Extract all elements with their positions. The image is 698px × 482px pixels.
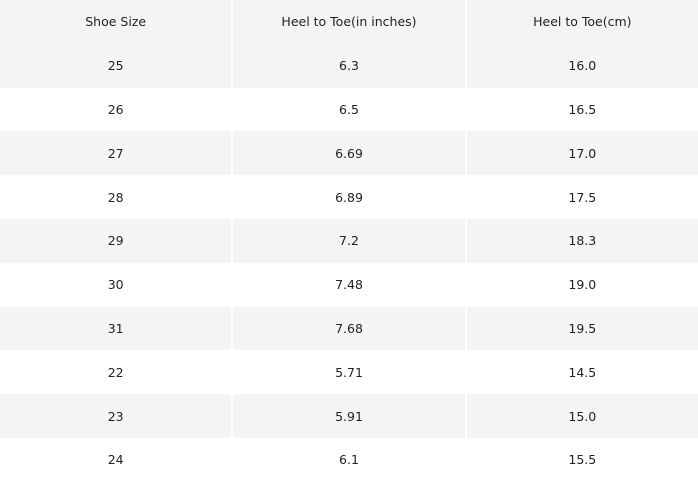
table-row: 25 6.3 16.0 (0, 43, 698, 88)
table-row: 27 6.69 17.0 (0, 131, 698, 176)
shoe-size-cell: 30 (0, 262, 232, 307)
shoe-size-cell: 22 (0, 350, 232, 395)
shoe-size-cell: 23 (0, 394, 232, 438)
shoe-size-cell: 26 (0, 87, 232, 132)
inches-cell: 5.71 (233, 350, 465, 395)
cm-cell: 17.0 (466, 131, 698, 176)
inches-cell: 6.1 (233, 437, 465, 482)
table-row: 31 7.68 19.5 (0, 306, 698, 351)
inches-cell: 6.3 (233, 43, 465, 88)
cm-cell: 15.5 (466, 437, 698, 482)
shoe-size-cell: 27 (0, 131, 232, 176)
cm-cell: 15.0 (466, 394, 698, 438)
shoe-size-cell: 25 (0, 43, 232, 88)
cm-cell: 19.5 (466, 306, 698, 351)
inches-cell: 7.2 (233, 218, 465, 263)
cm-cell: 18.3 (466, 218, 698, 263)
header-row: Shoe Size Heel to Toe(in inches) Heel to… (0, 0, 698, 44)
table-row: 22 5.71 14.5 (0, 350, 698, 395)
inches-cell: 7.68 (233, 306, 465, 351)
header-heel-to-toe-cm: Heel to Toe(cm) (466, 0, 698, 44)
header-shoe-size: Shoe Size (0, 0, 232, 44)
table-row: 30 7.48 19.0 (0, 262, 698, 307)
table-row: 26 6.5 16.5 (0, 87, 698, 132)
table-row: 24 6.1 15.5 (0, 437, 698, 482)
shoe-size-cell: 28 (0, 175, 232, 219)
inches-cell: 6.89 (233, 175, 465, 219)
table-row: 23 5.91 15.0 (0, 394, 698, 438)
table-row: 28 6.89 17.5 (0, 175, 698, 219)
inches-cell: 5.91 (233, 394, 465, 438)
inches-cell: 6.5 (233, 87, 465, 132)
cm-cell: 19.0 (466, 262, 698, 307)
shoe-size-cell: 29 (0, 218, 232, 263)
cm-cell: 16.0 (466, 43, 698, 88)
inches-cell: 7.48 (233, 262, 465, 307)
inches-cell: 6.69 (233, 131, 465, 176)
cm-cell: 17.5 (466, 175, 698, 219)
cm-cell: 14.5 (466, 350, 698, 395)
cm-cell: 16.5 (466, 87, 698, 132)
header-heel-to-toe-inches: Heel to Toe(in inches) (233, 0, 465, 44)
shoe-size-cell: 31 (0, 306, 232, 351)
table-row: 29 7.2 18.3 (0, 218, 698, 263)
shoe-size-cell: 24 (0, 437, 232, 482)
